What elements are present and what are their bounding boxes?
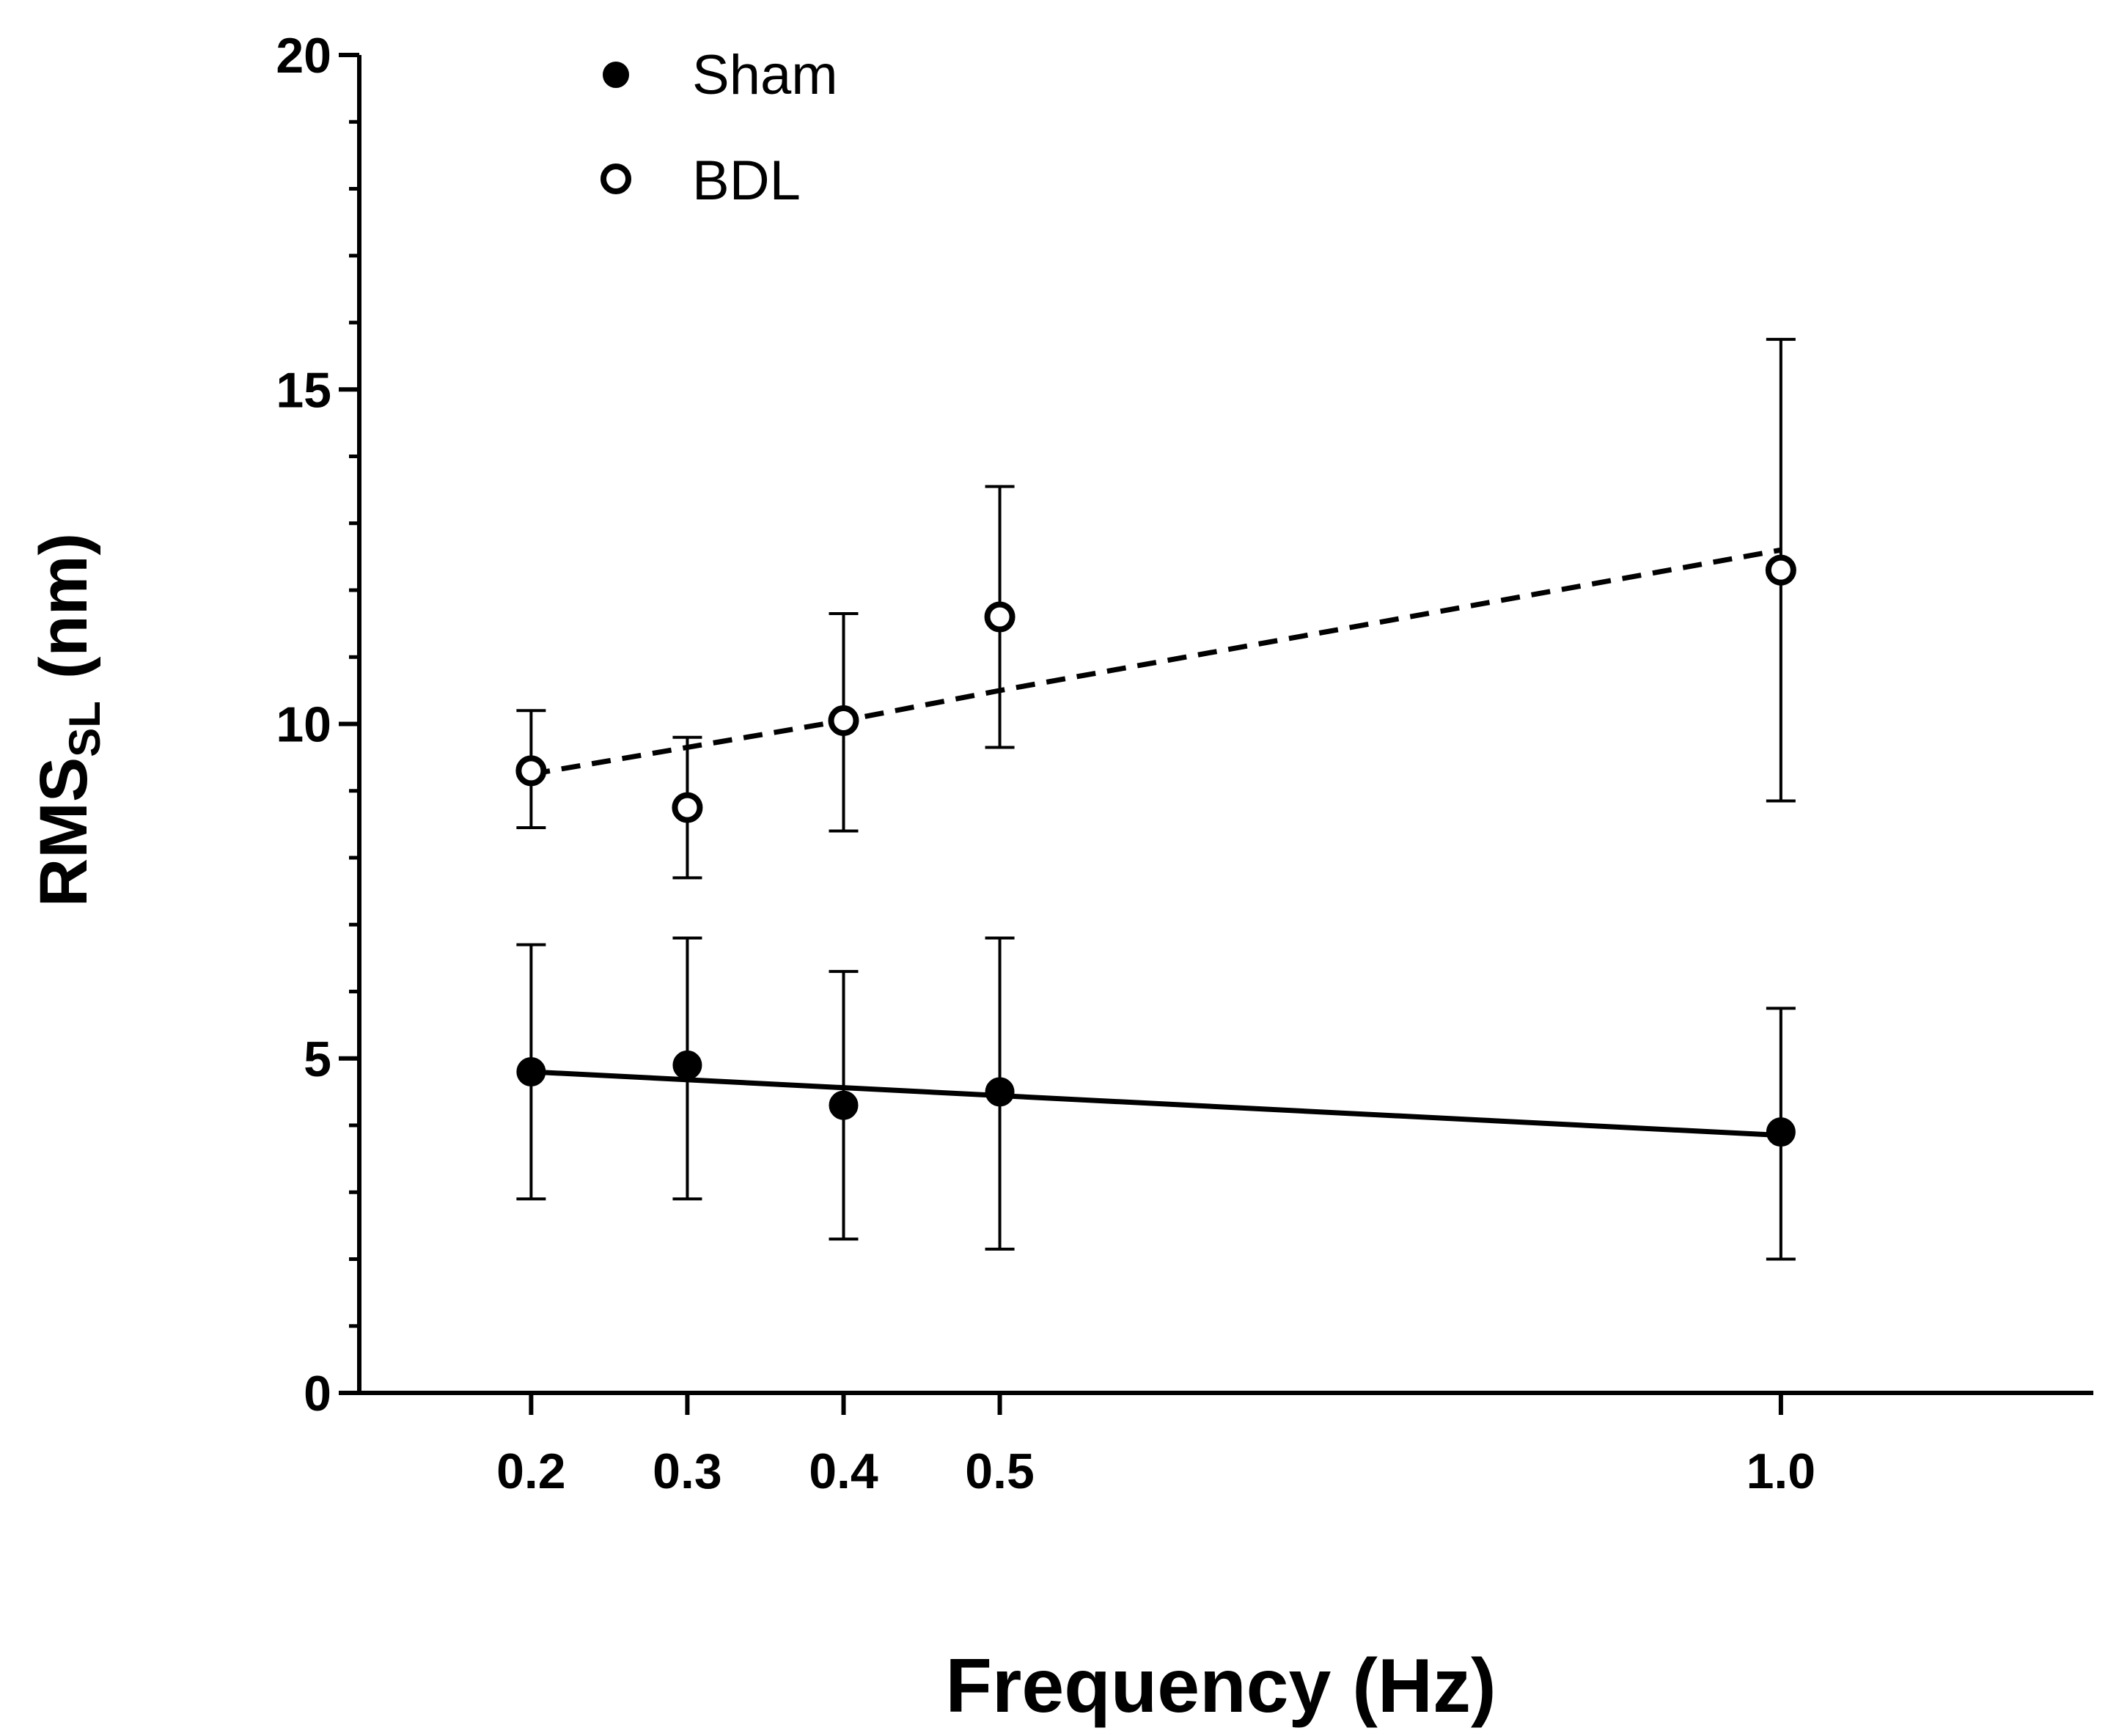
x-tick-label: 0.2	[496, 1443, 566, 1499]
y-tick-label: 0	[304, 1366, 331, 1421]
x-axis-title: Frequency (Hz)	[945, 1644, 1496, 1729]
legend-label-bdl: BDL	[692, 150, 801, 212]
legend: Sham BDL	[601, 44, 838, 212]
y-axis-title: RMSSL (nm)	[26, 533, 109, 907]
data-point-sham	[1766, 1117, 1796, 1147]
y-tick-label: 15	[276, 362, 331, 418]
data-point-bdl	[984, 601, 1016, 633]
legend-label-sham: Sham	[692, 44, 838, 106]
data-point-sham	[516, 1057, 546, 1086]
fit-line-bdl	[530, 547, 1782, 777]
x-tick-label: 0.5	[965, 1443, 1035, 1499]
x-tick-label: 0.4	[809, 1443, 878, 1499]
data-point-bdl	[1765, 554, 1796, 586]
tick-labels: 0 5 10 15 20 0.2 0.3 0.4 0.5 1.0	[276, 28, 1815, 1499]
legend-marker-sham	[603, 62, 629, 88]
y-axis-title-unit: (nm)	[26, 533, 101, 679]
y-tick-label: 5	[304, 1031, 331, 1087]
error-bars	[516, 337, 1796, 1261]
data-point-bdl	[828, 705, 859, 736]
y-axis-title-subscript: SL	[60, 701, 109, 757]
fit-lines	[530, 547, 1782, 1139]
data-point-sham	[829, 1090, 859, 1120]
fit-line-sham	[531, 1069, 1782, 1139]
y-tick-label: 10	[276, 697, 331, 753]
data-point-sham	[985, 1077, 1015, 1107]
data-point-bdl	[672, 792, 703, 823]
y-axis-title-main: RMS	[26, 757, 101, 907]
legend-marker-bdl	[601, 163, 631, 194]
x-tick-label: 1.0	[1747, 1443, 1816, 1499]
y-tick-label: 20	[276, 28, 331, 84]
x-tick-label: 0.3	[653, 1443, 722, 1499]
data-point-bdl	[515, 755, 547, 787]
data-points	[515, 554, 1796, 1147]
axes	[339, 53, 2093, 1415]
data-point-sham	[672, 1050, 702, 1080]
